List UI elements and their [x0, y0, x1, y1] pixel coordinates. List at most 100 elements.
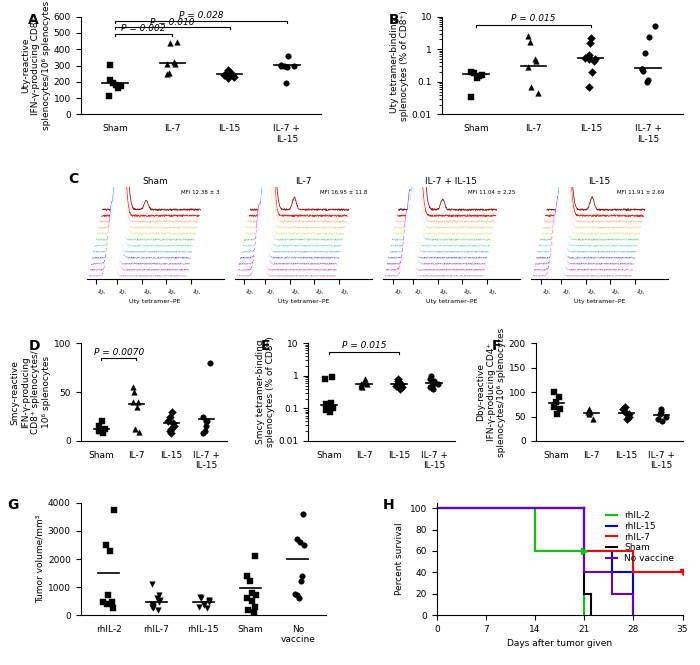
Point: [168, 57, 179, 68]
Point: [102, 598, 113, 609]
Point: [429, 378, 440, 388]
Y-axis label: Smcy tetramer-binding
splenocytes (% of CD8⁺): Smcy tetramer-binding splenocytes (% of …: [256, 336, 276, 448]
Point: [637, 64, 648, 74]
Point: [276, 61, 287, 72]
Point: [193, 601, 204, 612]
Point: [229, 72, 240, 82]
Point: [195, 592, 206, 602]
Point: [279, 61, 290, 71]
Point: [394, 384, 405, 394]
Point: [153, 590, 164, 600]
Point: [94, 426, 106, 436]
Point: [199, 600, 210, 610]
Point: [165, 424, 176, 434]
Point: [103, 91, 114, 102]
Point: [281, 62, 292, 72]
Point: [428, 384, 439, 394]
Point: [425, 382, 436, 392]
Point: [223, 65, 234, 76]
Point: [104, 59, 116, 70]
Point: [102, 590, 113, 600]
Point: [146, 601, 158, 612]
Point: [643, 32, 655, 43]
Text: P = 0.028: P = 0.028: [178, 11, 223, 20]
Point: [587, 66, 598, 77]
Point: [169, 59, 180, 69]
Point: [654, 409, 665, 420]
Point: [203, 595, 214, 605]
Point: [244, 576, 256, 587]
Point: [218, 70, 230, 80]
Point: [327, 403, 338, 414]
Point: [642, 75, 653, 86]
Point: [130, 424, 141, 434]
Point: [275, 59, 286, 70]
Point: [134, 427, 145, 438]
Point: [623, 411, 634, 422]
Point: [393, 380, 404, 391]
Point: [297, 571, 308, 581]
Point: [148, 602, 159, 613]
Point: [652, 414, 664, 424]
Point: [108, 602, 119, 613]
Point: [146, 579, 158, 590]
Point: [148, 602, 159, 612]
Text: E: E: [261, 339, 271, 353]
Point: [428, 376, 440, 386]
Point: [320, 374, 331, 384]
Point: [148, 600, 159, 610]
Point: [640, 48, 651, 59]
Point: [425, 374, 436, 384]
Point: [360, 374, 371, 384]
Point: [355, 379, 366, 390]
Point: [298, 540, 309, 551]
Point: [553, 392, 564, 402]
Point: [433, 379, 444, 390]
Point: [99, 424, 111, 434]
Point: [169, 421, 180, 432]
Point: [154, 595, 165, 605]
Point: [522, 62, 533, 72]
Text: P = 0.010: P = 0.010: [150, 18, 195, 27]
Point: [294, 537, 305, 547]
Point: [359, 376, 370, 387]
Point: [203, 596, 214, 606]
Point: [548, 387, 559, 398]
Point: [326, 372, 337, 382]
Point: [200, 421, 211, 432]
Point: [356, 382, 368, 392]
Point: [132, 396, 144, 407]
Point: [205, 358, 216, 368]
Point: [555, 404, 566, 414]
Point: [132, 402, 143, 412]
Point: [326, 397, 337, 408]
Point: [636, 64, 648, 74]
Point: [361, 379, 372, 390]
Point: [241, 571, 253, 581]
Point: [474, 70, 485, 81]
Point: [197, 411, 208, 422]
Point: [642, 76, 653, 87]
Point: [161, 59, 172, 69]
Point: [164, 411, 176, 422]
Point: [523, 31, 534, 42]
Point: [655, 406, 666, 417]
Text: C: C: [69, 172, 78, 186]
Text: A: A: [27, 13, 38, 27]
Point: [291, 590, 302, 600]
Point: [153, 604, 164, 615]
Point: [529, 54, 540, 65]
Point: [165, 428, 176, 438]
Point: [222, 72, 233, 83]
Point: [392, 374, 403, 384]
Point: [162, 416, 174, 427]
Point: [106, 597, 118, 608]
Point: [584, 38, 595, 49]
Point: [426, 370, 437, 381]
Point: [580, 53, 591, 63]
Point: [550, 396, 561, 407]
Point: [164, 426, 176, 436]
Point: [390, 380, 401, 391]
Point: [396, 382, 407, 392]
Point: [97, 416, 108, 427]
